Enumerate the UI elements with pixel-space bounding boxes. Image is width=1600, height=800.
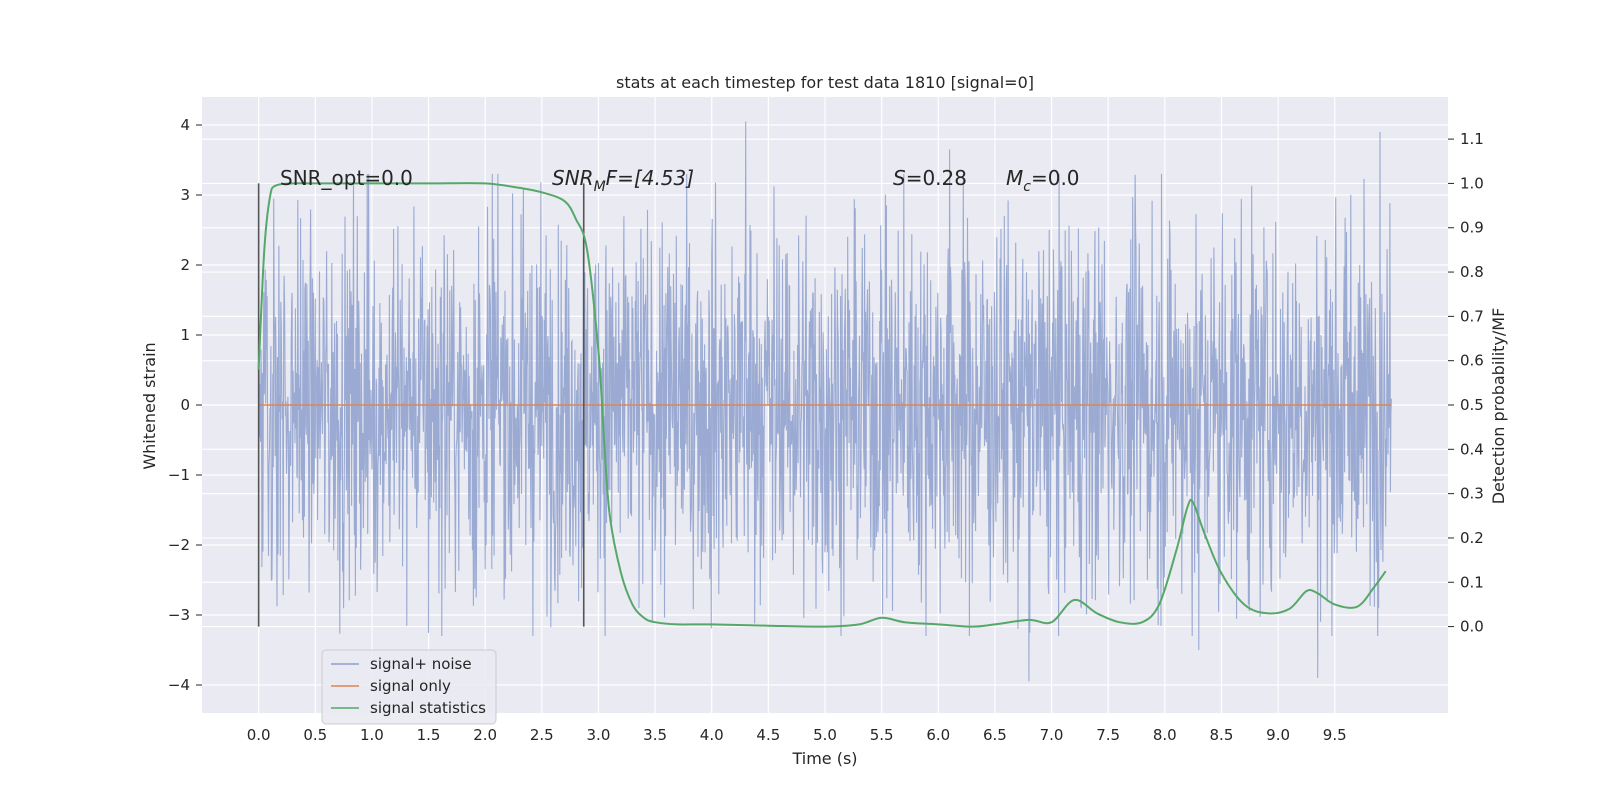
x-tick-label: 9.5 — [1323, 726, 1347, 744]
y-tick-label: −4 — [168, 676, 190, 694]
noise-line — [258, 121, 1392, 682]
mc-sub: c — [1023, 179, 1031, 195]
noise-series — [258, 121, 1392, 682]
x-tick-label: 1.0 — [360, 726, 384, 744]
annotation-mc: Mc=0.0 — [1006, 166, 1080, 195]
x-tick-label: 5.5 — [870, 726, 894, 744]
legend: signal+ noise signal only signal statist… — [321, 649, 497, 725]
y-tick-label: 0 — [180, 396, 190, 414]
y2-axis-label: Detection probability/MF — [1489, 308, 1508, 505]
y2-tick-label: 0.4 — [1460, 440, 1484, 458]
x-tick-label: 3.5 — [643, 726, 667, 744]
y2-tick-label: 0.3 — [1460, 485, 1484, 503]
y2-tick-label: 1.1 — [1460, 130, 1484, 148]
snr-mf-base: SNR — [552, 166, 594, 190]
x-tick-label: 5.0 — [813, 726, 837, 744]
s-var: S — [893, 166, 906, 190]
x-tick-label: 0.5 — [303, 726, 327, 744]
snr-mf-sub: M — [594, 179, 606, 195]
statistics-line — [257, 182, 1387, 628]
y-tick-label: 1 — [180, 326, 190, 344]
annotation-s: S=0.28 — [893, 166, 967, 190]
y-tick-label: 4 — [180, 116, 190, 134]
y2-tick-label: 0.6 — [1460, 352, 1484, 370]
snr-mf-tail: F=[4.53] — [606, 166, 694, 190]
y2-tick-label: 0.7 — [1460, 307, 1484, 325]
y2-tick-label: 0.0 — [1460, 618, 1484, 636]
y-tick-label: 3 — [180, 186, 190, 204]
y-tick-label: −3 — [168, 606, 190, 624]
x-tick-label: 9.0 — [1266, 726, 1290, 744]
x-tick-label: 4.0 — [700, 726, 724, 744]
x-tick-label: 6.5 — [983, 726, 1007, 744]
x-tick-label: 7.0 — [1040, 726, 1064, 744]
annotation-snr-mf: SNRMF=[4.53] — [552, 166, 694, 195]
legend-label-statistics: signal statistics — [370, 699, 486, 717]
x-tick-label: 4.5 — [756, 726, 780, 744]
y2-axis-ticks: 1.1 1.0 0.9 0.8 0.7 0.6 0.5 0.4 0.3 0.2 0.1 0.0 — [1448, 130, 1484, 636]
mc-var: M — [1006, 166, 1023, 190]
y2-tick-label: 0.9 — [1460, 219, 1484, 237]
s-value: =0.28 — [906, 166, 967, 190]
y2-tick-label: 0.5 — [1460, 396, 1484, 414]
x-tick-label: 8.5 — [1210, 726, 1234, 744]
legend-box — [321, 649, 497, 725]
vertical-markers — [257, 183, 585, 627]
y2-tick-label: 1.0 — [1460, 174, 1484, 192]
x-tick-label: 6.0 — [926, 726, 950, 744]
x-tick-label: 3.0 — [587, 726, 611, 744]
y2-tick-label: 0.1 — [1460, 573, 1484, 591]
statistics-series — [257, 182, 1387, 628]
x-tick-label: 0.0 — [247, 726, 271, 744]
x-tick-label: 2.5 — [530, 726, 554, 744]
x-tick-label: 8.0 — [1153, 726, 1177, 744]
x-tick-label: 1.5 — [417, 726, 441, 744]
x-tick-label: 7.5 — [1096, 726, 1120, 744]
y-tick-label: −1 — [168, 466, 190, 484]
y-tick-label: 2 — [180, 256, 190, 274]
y2-tick-label: 0.8 — [1460, 263, 1484, 281]
legend-label-signal: signal only — [370, 677, 451, 695]
y-axis-label: Whitened strain — [140, 342, 159, 469]
legend-label-noise: signal+ noise — [370, 655, 472, 673]
x-axis-label: Time (s) — [791, 749, 857, 768]
mc-value: =0.0 — [1031, 166, 1080, 190]
x-axis-ticks: 0.0 0.5 1.0 1.5 2.0 2.5 3.0 3.5 4.0 4.5 5.0 5.5 6.0 6… — [247, 726, 1347, 744]
y-axis-ticks: 4 3 2 1 0 −1 −2 −3 −4 — [168, 116, 202, 694]
x-tick-label: 2.0 — [473, 726, 497, 744]
y2-tick-label: 0.2 — [1460, 529, 1484, 547]
chart-title: stats at each timestep for test data 181… — [616, 73, 1034, 92]
annotation-snr-opt: SNR_opt=0.0 — [280, 166, 413, 190]
y-tick-label: −2 — [168, 536, 190, 554]
